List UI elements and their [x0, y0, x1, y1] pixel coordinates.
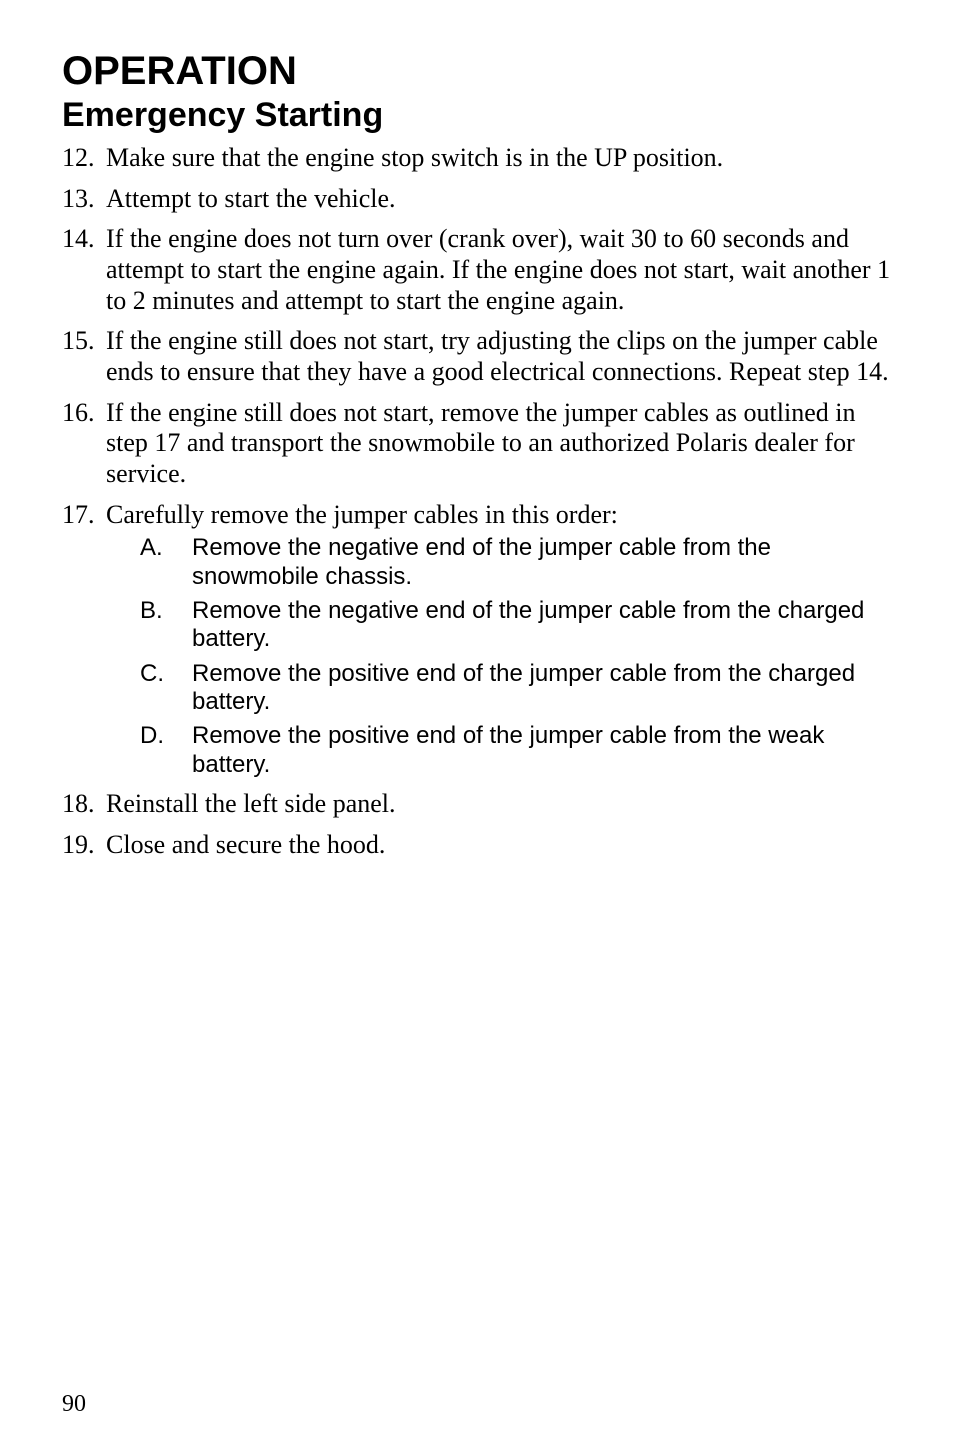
list-item: Make sure that the engine stop switch is… [62, 143, 892, 174]
sub-title: Emergency Starting [62, 96, 892, 135]
sub-list-item: Remove the positive end of the jumper ca… [106, 722, 892, 779]
page-number: 90 [62, 1391, 86, 1418]
sub-instruction-list: Remove the negative end of the jumper ca… [106, 534, 892, 779]
sub-list-item: Remove the positive end of the jumper ca… [106, 660, 892, 717]
list-item: Carefully remove the jumper cables in th… [62, 500, 892, 779]
section-title: OPERATION [62, 48, 892, 94]
sub-list-item: Remove the negative end of the jumper ca… [106, 534, 892, 591]
list-item: If the engine still does not start, remo… [62, 398, 892, 490]
sub-list-item: Remove the negative end of the jumper ca… [106, 597, 892, 654]
list-item: If the engine still does not start, try … [62, 326, 892, 387]
list-item-text: Carefully remove the jumper cables in th… [106, 500, 618, 529]
instruction-list: Make sure that the engine stop switch is… [62, 143, 892, 860]
list-item: Close and secure the hood. [62, 830, 892, 861]
list-item: If the engine does not turn over (crank … [62, 224, 892, 316]
list-item: Attempt to start the vehicle. [62, 184, 892, 215]
list-item: Reinstall the left side panel. [62, 789, 892, 820]
